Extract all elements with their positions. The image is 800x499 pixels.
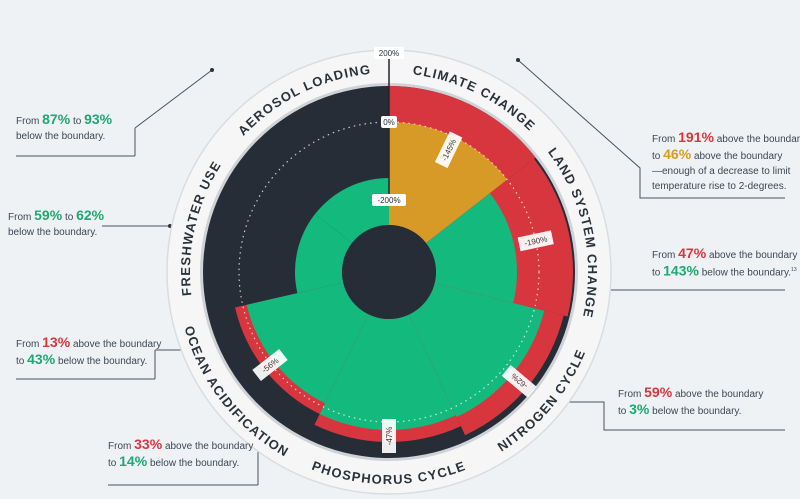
leader-line-8 (540, 401, 785, 431)
callout-climate-change: From 191% above the boundary to 46% abov… (652, 129, 800, 193)
ocean-acidification-after-bar (246, 282, 369, 404)
callout-nitrogen-cycle: From 59% above the boundary to 3% below … (618, 384, 764, 418)
aerosol-loading-bar (314, 178, 389, 244)
callout-ocean-acidification: From 13% above the boundary to 43% below… (16, 334, 162, 368)
land-system-after-bar (426, 193, 518, 303)
zero-boundary-ring (238, 121, 540, 423)
scale-label-minus-200: -200% (377, 196, 400, 205)
phosphorus-cycle-change-label: -47% (382, 419, 396, 453)
callout-phosphorus-cycle: From 33% above the boundary to 14% below… (108, 436, 254, 470)
climate-change-after-bar (389, 122, 508, 244)
callout-aerosol-loading: From 87% to 93% below the boundary. (16, 111, 113, 143)
leader-line-1 (134, 69, 213, 156)
phosphorus-cycle-after-bar (319, 314, 456, 430)
leader-dot-5 (516, 58, 520, 62)
center-hole (342, 225, 436, 319)
leader-line-6 (517, 59, 785, 199)
scale-labels: 200% 0% -200% (372, 47, 406, 206)
land-system-change-label: -190% (517, 230, 554, 252)
leader-dot-1 (210, 68, 214, 72)
chart-sectors (235, 86, 573, 443)
freshwater-use-bar (294, 214, 352, 294)
svg-text:-47%: -47% (385, 427, 394, 446)
nitrogen-cycle-after-bar (408, 283, 545, 418)
callout-freshwater-use: From 59% to 62% below the boundary. (8, 207, 105, 239)
scale-label-200: 200% (379, 49, 399, 58)
scale-label-0: 0% (383, 118, 395, 127)
callout-land-system-change: From 47% above the boundary to 143% belo… (652, 245, 798, 279)
